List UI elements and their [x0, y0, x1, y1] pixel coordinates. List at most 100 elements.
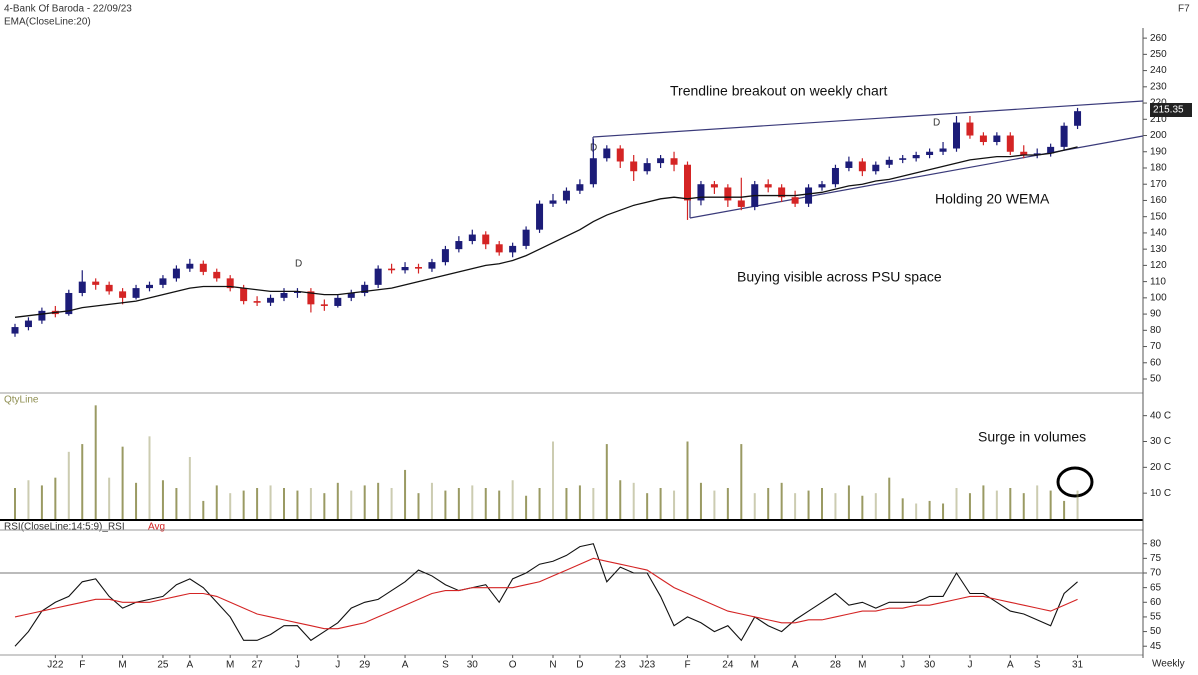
- volume-bar: [968, 493, 971, 519]
- candle-body: [1047, 146, 1055, 154]
- volume-bar: [794, 493, 797, 519]
- x-tick-label: J23: [639, 660, 656, 671]
- volume-bar: [377, 482, 380, 519]
- volume-title: QtyLine: [4, 395, 39, 406]
- candle-body: [778, 187, 786, 198]
- candle-body: [872, 164, 880, 172]
- volume-bar: [390, 488, 393, 519]
- candle-body: [347, 292, 355, 298]
- volume-bar: [955, 488, 958, 519]
- volume-bar: [296, 490, 299, 519]
- volume-bar: [54, 477, 57, 519]
- candle-body: [146, 284, 153, 289]
- x-tick-label: J: [900, 660, 905, 671]
- candle-body: [199, 263, 207, 272]
- y-tick-label: 80: [1150, 538, 1162, 549]
- candle-body: [92, 281, 100, 285]
- y-tick-label: 20 C: [1150, 462, 1171, 473]
- candle-body: [213, 271, 221, 279]
- volume-bar: [350, 490, 353, 519]
- volume-bar: [1063, 500, 1066, 519]
- highlight-circle: [1056, 466, 1094, 498]
- volume-bar: [767, 488, 770, 519]
- x-axis-label: Weekly: [1152, 659, 1185, 670]
- candle-body: [684, 164, 691, 201]
- candle-body: [939, 148, 947, 152]
- volume-bar: [834, 493, 837, 519]
- last-price-label: 215.35: [1153, 105, 1184, 116]
- volume-bar: [417, 493, 420, 519]
- candle-body: [172, 268, 180, 279]
- y-tick-label: 220: [1150, 98, 1167, 109]
- candle-body: [119, 291, 127, 298]
- volume-bar: [901, 498, 904, 519]
- volume-bar: [457, 488, 460, 519]
- volume-bar: [269, 485, 272, 519]
- volume-bar: [552, 441, 554, 519]
- candle-body: [643, 163, 651, 172]
- x-tick-label: M: [118, 660, 126, 671]
- x-tick-label: A: [187, 660, 194, 671]
- candle-body: [455, 241, 463, 250]
- volume-bar: [148, 436, 151, 519]
- corner-label: F7: [1178, 4, 1190, 15]
- volume-bar: [471, 485, 474, 519]
- y-tick-label: 150: [1150, 211, 1167, 222]
- volume-bar: [323, 493, 326, 519]
- candle-body: [105, 284, 113, 292]
- y-tick-label: 60: [1150, 357, 1162, 368]
- volume-bar: [511, 480, 514, 519]
- ema-label: EMA(CloseLine:20): [4, 17, 91, 28]
- volume-bar: [726, 488, 729, 519]
- candle-body: [953, 122, 960, 149]
- candle-body: [428, 262, 436, 269]
- annotation: Trendline breakout on weekly chart: [670, 83, 887, 99]
- candle-body: [549, 200, 557, 204]
- y-tick-label: 130: [1150, 244, 1167, 255]
- candle-body: [240, 288, 248, 302]
- trendline: [592, 100, 1144, 138]
- y-tick-label: 100: [1150, 292, 1167, 303]
- candle-body: [38, 310, 46, 321]
- candle-body: [562, 190, 570, 201]
- volume-bar: [94, 405, 97, 519]
- y-tick-label: 60: [1150, 597, 1162, 608]
- candle-body: [1060, 125, 1068, 147]
- ema-line: [14, 146, 1078, 318]
- volume-bar: [188, 457, 191, 519]
- candle-body: [737, 200, 745, 207]
- candle-body: [1033, 153, 1041, 155]
- volume-bar: [135, 482, 138, 519]
- candle-body: [1020, 151, 1028, 155]
- candle-body: [670, 158, 678, 165]
- y-tick-label: 65: [1150, 582, 1162, 593]
- x-tick-label: 31: [1072, 660, 1084, 671]
- volume-bar: [753, 493, 756, 519]
- candle-body: [509, 245, 517, 253]
- volume-bar: [565, 488, 568, 519]
- candle-body: [576, 184, 584, 191]
- volume-bar: [686, 441, 689, 519]
- volume-bar: [915, 503, 918, 519]
- y-tick-label: 75: [1150, 553, 1162, 564]
- candle-body: [24, 320, 32, 328]
- candle-body: [657, 158, 665, 164]
- volume-bar: [659, 488, 662, 519]
- x-tick-label: J: [295, 660, 300, 671]
- x-tick-label: 24: [722, 660, 734, 671]
- candle-body: [858, 161, 866, 172]
- volume-bar: [1076, 490, 1079, 519]
- y-tick-label: 50: [1150, 626, 1162, 637]
- annotation: Holding 20 WEMA: [935, 191, 1050, 207]
- rsi-avg-legend: Avg: [148, 522, 165, 533]
- x-tick-label: 29: [359, 660, 371, 671]
- candle-body: [845, 161, 853, 168]
- volume-bar: [1036, 485, 1039, 519]
- candle-body: [697, 184, 705, 201]
- candle-body: [320, 304, 328, 306]
- x-tick-label: F: [684, 660, 690, 671]
- volume-bar: [538, 488, 541, 519]
- x-tick-label: M: [226, 660, 234, 671]
- y-tick-label: 140: [1150, 228, 1167, 239]
